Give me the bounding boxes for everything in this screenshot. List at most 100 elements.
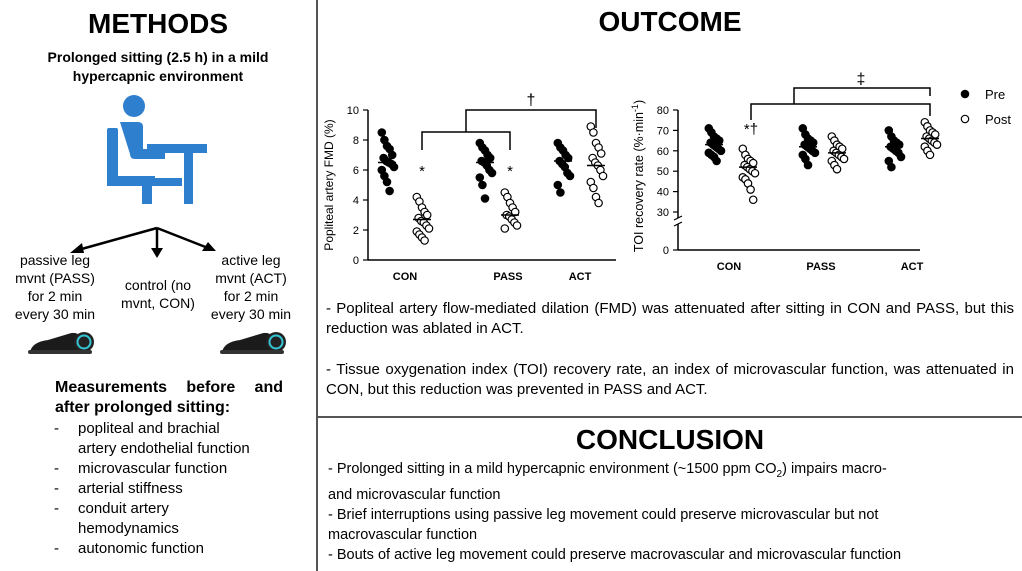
data-point: [485, 153, 495, 163]
y-tick-label: 60: [657, 146, 669, 158]
y-tick-label: 40: [657, 187, 669, 199]
toi-chart: 0 30 40 50 60 70 80 TOI recovery rate (%·min-1)…: [630, 71, 1011, 273]
data-point: [382, 177, 392, 187]
list-item: microvascular function: [52, 459, 302, 479]
data-point: [424, 224, 434, 233]
comparison-bracket: [421, 131, 511, 150]
pass-line3: for 2 min: [27, 288, 83, 304]
data-point: [746, 185, 755, 194]
pass-branch-label: passive leg mvnt (PASS) for 2 min every …: [2, 251, 108, 323]
y-tick-label: 10: [347, 105, 359, 117]
y-tick-label: 70: [657, 125, 669, 137]
data-point: [512, 221, 522, 230]
pass-line1: passive leg: [19, 252, 91, 268]
leg-movement-device-icon: [28, 332, 94, 354]
vertical-divider: [316, 0, 318, 571]
methods-subtitle: Prolonged sitting (2.5 h) in a mild hype…: [0, 48, 316, 86]
list-item: arterial stiffness: [52, 479, 302, 499]
data-point: [810, 148, 820, 158]
data-point: [839, 154, 849, 164]
outcome-paragraph-1: - Popliteal artery flow-mediated dilatio…: [326, 300, 1014, 337]
data-point: [589, 128, 598, 137]
data-point: [487, 168, 497, 178]
data-point: [748, 195, 758, 205]
conclusion-line-4: macrovascular function: [328, 526, 478, 543]
data-point: [387, 150, 397, 160]
data-point: [750, 168, 760, 178]
y-tick-label: 80: [657, 105, 669, 117]
outcome-paragraph-2: - Tissue oxygenation index (TOI) recover…: [326, 361, 1014, 398]
conclusion-title: CONCLUSION: [575, 424, 765, 455]
person-sitting-at-desk-icon: [107, 95, 207, 204]
data-point: [553, 180, 563, 190]
data-point: [712, 156, 721, 166]
con-branch-label: control (no mvnt, CON): [108, 276, 208, 312]
axis-break-mark: [673, 221, 683, 227]
data-point: [896, 152, 906, 162]
methods-subtitle-line2: hypercapnic environment: [72, 68, 244, 84]
data-point: [716, 146, 726, 156]
measurements-title-line1: Measurements before and: [55, 379, 283, 396]
conclusion-line-1: - Prolonged sitting in a mild hypercapni…: [328, 461, 887, 480]
data-point: [377, 128, 387, 137]
data-point: [420, 236, 429, 245]
y-tick-label: 0: [663, 245, 669, 257]
y-tick-label: 0: [353, 255, 359, 267]
y-tick-label: 6: [353, 165, 359, 177]
significance-dagger: †: [527, 92, 536, 109]
conclusion-text: - Prolonged sitting in a mild hypercapni…: [328, 459, 1018, 565]
legend-marker-post: [960, 114, 970, 124]
methods-subtitle-line1: Prolonged sitting (2.5 h) in a mild: [47, 49, 269, 65]
y-tick-label: 4: [353, 195, 359, 207]
data-point: [803, 160, 813, 170]
data-point: [478, 180, 487, 190]
conclusion-line-5: - Bouts of active leg movement could pre…: [328, 546, 902, 563]
data-point: [594, 198, 603, 208]
conclusion-line-2: and microvascular function: [328, 486, 501, 503]
data-point: [475, 173, 485, 182]
legend-label-pre: Pre: [985, 87, 1005, 102]
act-line2: mvnt (ACT): [215, 270, 287, 286]
list-item: autonomic function: [52, 539, 302, 559]
branch-arrows: [70, 226, 216, 258]
leg-movement-device-icon: [220, 332, 286, 354]
comparison-bracket: [793, 87, 931, 104]
comparison-bracket: [465, 109, 597, 132]
data-point: [480, 194, 490, 203]
x-tick-label: ACT: [901, 261, 924, 273]
act-line1: active leg: [221, 252, 281, 268]
x-tick-label: CON: [717, 261, 742, 273]
y-axis-label: TOI recovery rate (%·min-1): [630, 100, 646, 252]
significance-star-dagger: *†: [744, 121, 758, 138]
data-point: [389, 162, 399, 172]
data-point: [832, 164, 842, 174]
methods-title: METHODS: [88, 8, 228, 39]
outcome-title: OUTCOME: [598, 6, 742, 37]
legend-marker-pre: [960, 89, 970, 99]
axis-break-mark: [673, 215, 683, 221]
x-tick-label: CON: [393, 271, 418, 283]
data-point: [556, 188, 565, 197]
data-point: [887, 162, 896, 172]
x-tick-label: PASS: [493, 271, 522, 283]
act-line4: every 30 min: [210, 306, 292, 322]
horizontal-divider: [317, 416, 1022, 418]
x-tick-label: ACT: [569, 271, 592, 283]
y-tick-label: 8: [353, 135, 359, 147]
act-line3: for 2 min: [223, 288, 279, 304]
y-tick-label: 50: [657, 166, 669, 178]
significance-star: *: [507, 163, 513, 180]
comparison-bracket: [750, 103, 931, 120]
data-point: [598, 171, 608, 181]
y-axis-label: Popliteal artery FMD (%): [322, 119, 336, 250]
conclusion-line-3: - Brief interruptions using passive leg …: [328, 506, 879, 523]
data-point: [565, 171, 575, 181]
fmd-chart: 0 2 4 6 8 10 Popliteal artery FMD (%) CON PASS AC…: [322, 92, 616, 283]
measurements-title-line2: after prolonged sitting:: [55, 399, 231, 416]
measurements-title: Measurements before and after prolonged …: [55, 378, 283, 418]
pass-line2: mvnt (PASS): [15, 270, 95, 286]
data-point: [385, 186, 394, 196]
